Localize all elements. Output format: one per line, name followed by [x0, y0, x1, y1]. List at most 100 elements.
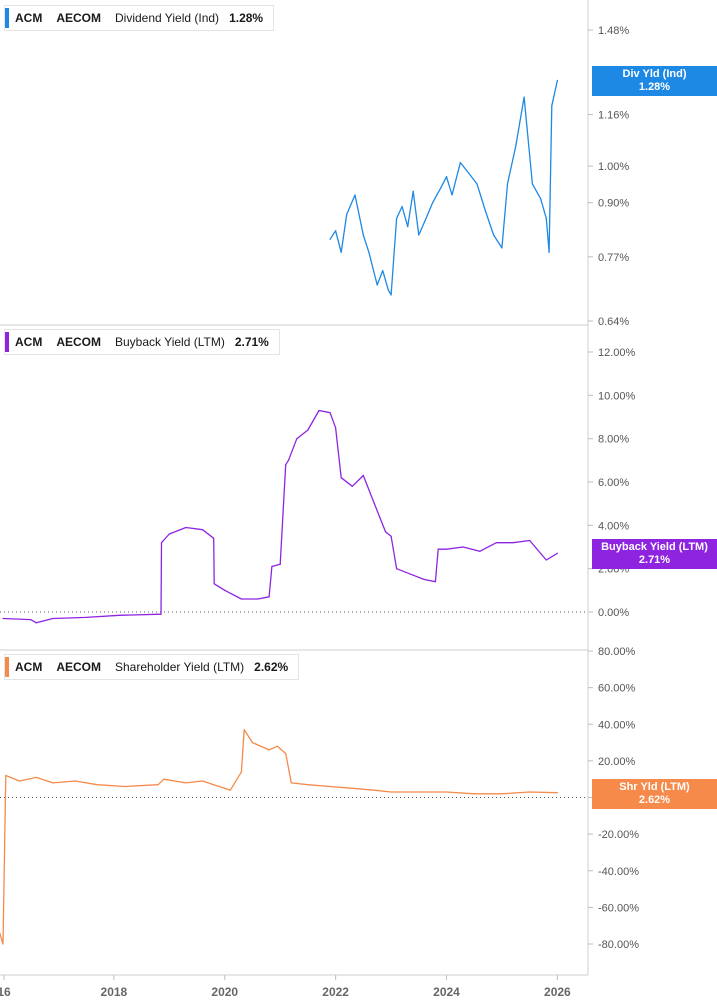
y-tick-label: 20.00% — [598, 756, 636, 768]
data-point — [124, 785, 126, 788]
data-point — [201, 529, 204, 531]
data-point — [168, 533, 170, 535]
data-point — [157, 784, 159, 786]
flag-value: 2.71% — [638, 554, 671, 566]
data-point — [459, 162, 461, 164]
data-point — [5, 774, 7, 777]
data-point — [531, 183, 534, 185]
y-tick-label: 4.00% — [598, 520, 629, 532]
data-point — [340, 477, 342, 479]
data-point — [213, 583, 215, 585]
data-point — [185, 782, 187, 784]
data-point — [445, 548, 448, 550]
data-point — [440, 186, 442, 189]
data-point — [290, 782, 292, 784]
data-point — [423, 578, 425, 581]
data-point — [35, 622, 37, 624]
data-point — [213, 784, 215, 786]
y-tick-label: 6.00% — [598, 477, 629, 489]
company-label: AECOM — [56, 335, 101, 349]
y-tick-label: 0.64% — [598, 316, 629, 328]
data-point — [160, 542, 163, 544]
data-point — [346, 213, 348, 216]
y-tick-label: -60.00% — [598, 902, 639, 914]
flag-label: Shr Yld (LTM) — [619, 781, 690, 793]
data-point — [351, 485, 353, 487]
legend-dividend-yield: ACM AECOM Dividend Yield (Ind) 1.28% — [4, 5, 275, 31]
y-tick-label: 0.77% — [598, 252, 629, 264]
data-point — [271, 565, 273, 568]
data-point — [495, 542, 497, 544]
data-point — [545, 217, 547, 220]
data-point — [476, 183, 478, 185]
data-point — [412, 574, 414, 576]
data-point — [329, 412, 331, 414]
y-tick-label: 0.00% — [598, 607, 629, 619]
data-point — [276, 745, 279, 747]
series-line — [0, 729, 558, 945]
flag-value: 2.62% — [638, 794, 671, 806]
data-point — [501, 247, 503, 249]
data-point — [268, 596, 270, 598]
data-point — [545, 559, 547, 561]
data-point — [396, 568, 398, 570]
data-point — [285, 464, 287, 466]
data-point — [493, 234, 495, 236]
data-point — [257, 598, 259, 600]
data-point — [268, 749, 270, 751]
data-point — [407, 226, 409, 228]
flag-dividend-yield: Div Yld (Ind) 1.28% — [592, 66, 717, 96]
data-point — [224, 589, 226, 591]
data-point — [523, 96, 525, 98]
data-point — [329, 785, 331, 788]
metric-label: Buyback Yield (LTM) — [115, 335, 225, 349]
data-point — [335, 230, 337, 232]
data-point — [351, 787, 353, 789]
data-point — [473, 793, 475, 795]
data-point — [285, 752, 287, 755]
data-point — [445, 176, 448, 178]
data-point — [163, 778, 165, 780]
data-point — [52, 617, 54, 620]
data-point — [279, 563, 281, 565]
data-point — [243, 729, 245, 731]
data-point — [85, 616, 87, 619]
metric-value: 2.62% — [254, 660, 289, 674]
data-point — [551, 105, 553, 107]
data-point — [307, 429, 309, 431]
data-point — [318, 409, 320, 412]
x-tick-label: 2026 — [544, 985, 571, 999]
data-point — [468, 172, 470, 174]
data-point — [529, 539, 531, 542]
data-point — [201, 780, 204, 782]
data-point — [382, 270, 384, 272]
data-point — [540, 198, 542, 200]
data-point — [390, 535, 392, 537]
data-point — [19, 780, 21, 782]
data-point — [74, 780, 76, 782]
data-point — [229, 789, 231, 791]
data-point — [412, 190, 414, 192]
data-point — [396, 217, 398, 220]
metric-label: Dividend Yield (Ind) — [115, 11, 220, 25]
legend-buyback-yield: ACM AECOM Buyback Yield (LTM) 2.71% — [4, 329, 280, 355]
data-point — [445, 791, 448, 793]
data-point — [437, 548, 439, 550]
data-point — [362, 474, 364, 477]
metric-value: 1.28% — [229, 11, 264, 25]
x-tick-label: 2020 — [211, 985, 238, 999]
data-point — [373, 789, 376, 791]
y-tick-label: 80.00% — [598, 646, 636, 658]
flag-label: Div Yld (Ind) — [622, 68, 687, 80]
data-point — [354, 194, 356, 196]
series-line — [329, 80, 559, 296]
data-point — [251, 741, 254, 744]
y-tick-label: -80.00% — [598, 939, 639, 951]
y-tick-label: 40.00% — [598, 719, 636, 731]
y-tick-label: 1.00% — [598, 161, 629, 173]
x-tick-label: 2022 — [322, 985, 349, 999]
series-color-swatch — [5, 332, 9, 352]
data-point — [387, 289, 389, 291]
